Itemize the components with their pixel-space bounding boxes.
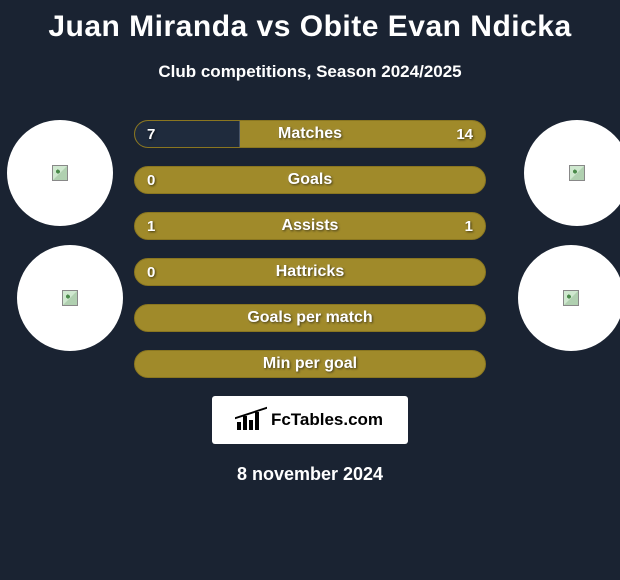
avatar-player1-club	[7, 120, 113, 226]
branding-text: FcTables.com	[271, 410, 383, 430]
page-title: Juan Miranda vs Obite Evan Ndicka	[0, 0, 620, 44]
stat-bars: Matches714Goals0Assists11Hattricks0Goals…	[134, 120, 486, 378]
stat-row: Matches7 14	[134, 120, 486, 148]
stat-label: Min per goal	[135, 355, 485, 373]
image-placeholder-icon	[569, 165, 585, 181]
stat-value-left: 0	[147, 264, 155, 281]
stat-row: Goals0	[134, 166, 486, 194]
page-subtitle: Club competitions, Season 2024/2025	[0, 62, 620, 82]
stat-value-left: 0	[147, 172, 155, 189]
stat-label: Hattricks	[135, 263, 485, 281]
comparison-content: Matches714Goals0Assists11Hattricks0Goals…	[0, 120, 620, 485]
fctables-logo-icon	[237, 410, 265, 430]
stat-row: Hattricks0	[134, 258, 486, 286]
image-placeholder-icon	[52, 165, 68, 181]
stat-row: Min per goal	[134, 350, 486, 378]
snapshot-date: 8 november 2024	[0, 464, 620, 485]
avatar-player2-club	[524, 120, 620, 226]
stat-label: Matches	[135, 125, 485, 143]
stat-value-right: 14	[456, 126, 473, 143]
stat-row: Assists1 1	[134, 212, 486, 240]
image-placeholder-icon	[563, 290, 579, 306]
stat-label: Assists	[135, 217, 485, 235]
branding-badge: FcTables.com	[212, 396, 408, 444]
stat-value-left: 7	[147, 126, 155, 143]
avatar-player1-portrait	[17, 245, 123, 351]
avatar-player2-portrait	[518, 245, 620, 351]
stat-value-right: 1	[465, 218, 473, 235]
stat-label: Goals	[135, 171, 485, 189]
stat-row: Goals per match	[134, 304, 486, 332]
stat-value-left: 1	[147, 218, 155, 235]
image-placeholder-icon	[62, 290, 78, 306]
stat-label: Goals per match	[135, 309, 485, 327]
